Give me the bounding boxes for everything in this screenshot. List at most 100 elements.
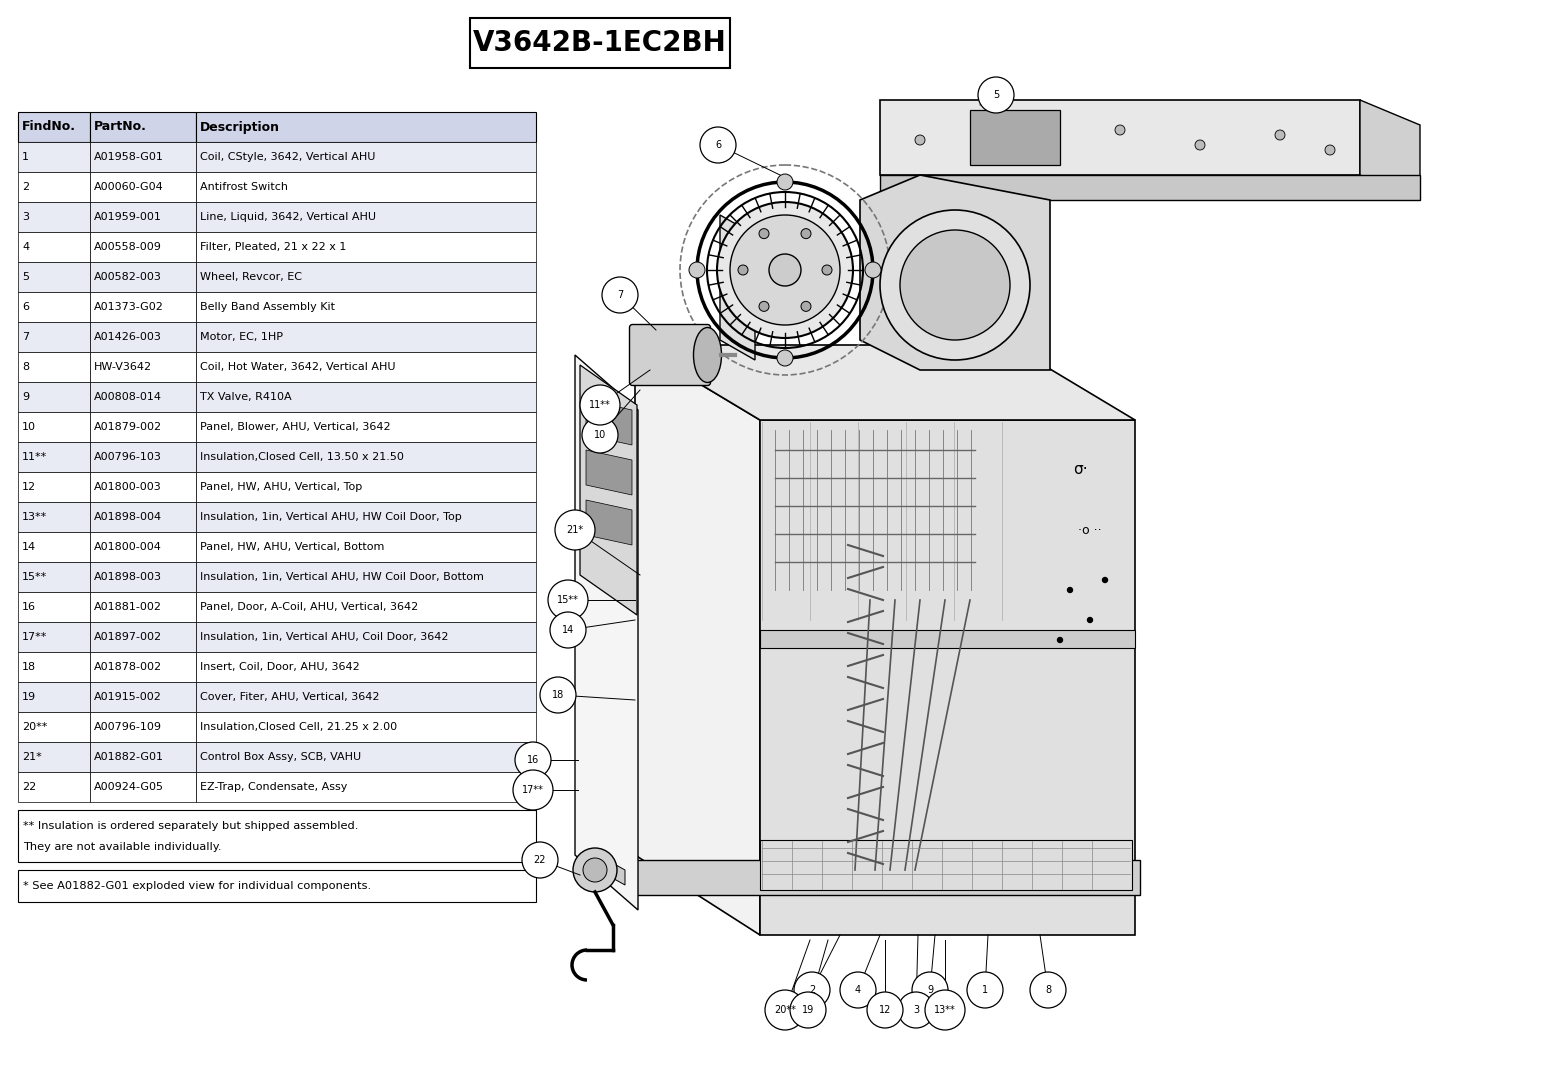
Circle shape [913, 972, 949, 1008]
Circle shape [967, 972, 1004, 1008]
Circle shape [867, 992, 903, 1028]
Circle shape [822, 265, 833, 275]
Circle shape [572, 848, 616, 892]
Bar [89, 292, 196, 322]
Bar [17, 412, 89, 442]
Text: EZ-Trap, Condensate, Assy: EZ-Trap, Condensate, Assy [201, 782, 348, 792]
Text: Insulation,Closed Cell, 21.25 x 2.00: Insulation,Closed Cell, 21.25 x 2.00 [201, 722, 397, 732]
Bar [17, 810, 536, 862]
Bar [89, 652, 196, 682]
Text: A00558-009: A00558-009 [94, 242, 162, 252]
Text: 8: 8 [22, 363, 30, 372]
Bar [470, 17, 731, 68]
Text: A01878-002: A01878-002 [94, 662, 162, 672]
Text: A01373-G02: A01373-G02 [94, 302, 165, 312]
Text: 21*: 21* [22, 752, 42, 762]
Bar [89, 352, 196, 382]
Circle shape [580, 385, 619, 425]
Text: 18: 18 [552, 690, 564, 700]
Bar [89, 442, 196, 472]
Text: 17**: 17** [22, 632, 47, 642]
Bar [17, 262, 89, 292]
Circle shape [900, 230, 1010, 340]
Text: Belly Band Assembly Kit: Belly Band Assembly Kit [201, 302, 336, 312]
Circle shape [778, 351, 793, 366]
Bar [196, 352, 536, 382]
Text: Description: Description [201, 120, 281, 133]
Bar [196, 562, 536, 592]
Bar [196, 412, 536, 442]
Text: A01800-003: A01800-003 [94, 482, 162, 492]
Bar [17, 352, 89, 382]
Bar [17, 562, 89, 592]
Polygon shape [580, 365, 637, 615]
Text: 2: 2 [22, 182, 30, 192]
Text: 14: 14 [561, 625, 574, 636]
Text: A01915-002: A01915-002 [94, 692, 162, 702]
Text: Insulation,Closed Cell, 13.50 x 21.50: Insulation,Closed Cell, 13.50 x 21.50 [201, 452, 405, 462]
Circle shape [1102, 578, 1107, 582]
Bar [196, 442, 536, 472]
Polygon shape [635, 345, 1135, 420]
Text: A01879-002: A01879-002 [94, 422, 162, 432]
Text: 13**: 13** [22, 512, 47, 522]
Text: PartNo.: PartNo. [94, 120, 147, 133]
Circle shape [759, 228, 768, 239]
Text: A00796-103: A00796-103 [94, 452, 162, 462]
Bar [196, 262, 536, 292]
Text: 16: 16 [22, 602, 36, 612]
Polygon shape [586, 500, 632, 545]
Circle shape [739, 265, 748, 275]
Circle shape [801, 228, 811, 239]
Text: A01881-002: A01881-002 [94, 602, 162, 612]
Bar [196, 622, 536, 652]
Circle shape [866, 262, 881, 278]
Bar [17, 292, 89, 322]
Text: Coil, CStyle, 3642, Vertical AHU: Coil, CStyle, 3642, Vertical AHU [201, 152, 375, 162]
Text: FindNo.: FindNo. [22, 120, 75, 133]
Text: Insulation, 1in, Vertical AHU, HW Coil Door, Top: Insulation, 1in, Vertical AHU, HW Coil D… [201, 512, 461, 522]
Text: 3: 3 [22, 212, 28, 222]
Bar [89, 682, 196, 712]
Bar [196, 472, 536, 502]
Text: A01882-G01: A01882-G01 [94, 752, 165, 762]
Text: 3: 3 [913, 1005, 919, 1014]
Bar [196, 322, 536, 352]
Text: A01898-004: A01898-004 [94, 512, 162, 522]
Bar [17, 322, 89, 352]
Bar [17, 622, 89, 652]
Text: 11**: 11** [22, 452, 47, 462]
Text: 5: 5 [993, 90, 999, 100]
Bar [89, 112, 196, 142]
Bar [196, 682, 536, 712]
Bar [89, 772, 196, 802]
Text: 4: 4 [22, 242, 30, 252]
Circle shape [1088, 617, 1093, 622]
Bar [89, 592, 196, 622]
Bar [196, 712, 536, 741]
Text: 10: 10 [22, 422, 36, 432]
Bar [89, 202, 196, 232]
Circle shape [547, 580, 588, 620]
Bar [17, 870, 536, 902]
Circle shape [1057, 638, 1063, 642]
Text: 16: 16 [527, 755, 539, 765]
Bar [89, 502, 196, 532]
Text: 4: 4 [855, 985, 861, 995]
Text: Panel, Door, A-Coil, AHU, Vertical, 3642: Panel, Door, A-Coil, AHU, Vertical, 3642 [201, 602, 419, 612]
Bar [17, 232, 89, 262]
Bar [17, 772, 89, 802]
Circle shape [768, 254, 801, 286]
Text: Cover, Fiter, AHU, Vertical, 3642: Cover, Fiter, AHU, Vertical, 3642 [201, 692, 379, 702]
Text: 9: 9 [927, 985, 933, 995]
Polygon shape [880, 100, 1359, 175]
Text: V3642B-1EC2BH: V3642B-1EC2BH [474, 29, 728, 57]
Circle shape [793, 972, 829, 1008]
Ellipse shape [693, 328, 721, 382]
Text: 9: 9 [22, 392, 30, 402]
Bar [17, 382, 89, 412]
Bar [17, 112, 89, 142]
Text: 1: 1 [982, 985, 988, 995]
Polygon shape [760, 630, 1135, 648]
Text: 20**: 20** [775, 1005, 797, 1014]
